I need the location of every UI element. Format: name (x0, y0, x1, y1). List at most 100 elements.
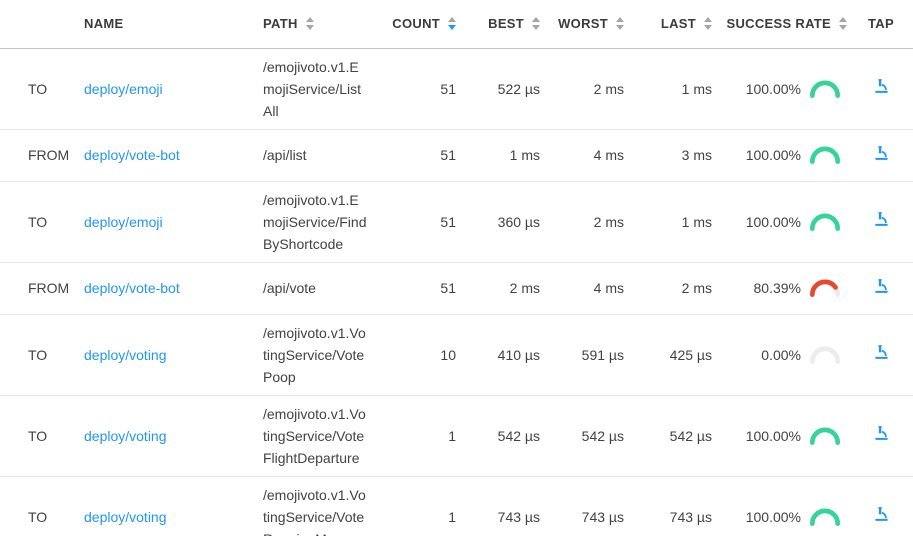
sort-up-icon (448, 17, 456, 23)
sort-icon[interactable] (305, 17, 314, 31)
resource-link[interactable]: deploy/emoji (84, 80, 163, 97)
name-cell: deploy/voting (84, 476, 263, 536)
path-cell: /api/list (263, 129, 378, 182)
success-rate-cell: 80.39% (714, 262, 849, 315)
resource-link[interactable]: deploy/voting (84, 346, 167, 363)
tap-cell (849, 181, 913, 263)
name-cell: deploy/emoji (84, 181, 263, 263)
gauge-arc (809, 213, 841, 231)
sort-icon[interactable] (616, 17, 624, 31)
sort-up-icon (839, 17, 847, 23)
table-body: TO deploy/emoji /emojivoto.v1.EmojiServi… (0, 48, 913, 536)
header-row: NAME PATH COUNT BEST WORST LAST SUCCESS … (0, 0, 913, 49)
column-header-tap: TAP (849, 0, 913, 49)
resource-link[interactable]: deploy/vote-bot (84, 280, 180, 296)
gauge-arc (809, 427, 841, 445)
tap-button[interactable] (871, 76, 892, 97)
path-cell: /emojivoto.v1.EmojiService/ListAll (263, 48, 378, 130)
resource-link[interactable]: deploy/vote-bot (84, 147, 180, 163)
direction-cell: FROM (0, 129, 84, 182)
tap-microscope-icon (874, 278, 888, 293)
last-cell: 542 µs (626, 395, 714, 477)
success-rate-value: 0.00% (761, 346, 801, 363)
sort-up-icon (616, 17, 624, 23)
resource-link[interactable]: deploy/voting (84, 427, 167, 444)
last-cell: 1 ms (626, 48, 714, 130)
tap-microscope-icon (874, 345, 888, 359)
sort-up-icon (305, 17, 314, 23)
table-row: TO deploy/voting /emojivoto.v1.VotingSer… (0, 395, 913, 477)
column-header-worst[interactable]: WORST (542, 0, 626, 49)
sort-icon[interactable] (839, 17, 847, 31)
direction-cell: TO (0, 476, 84, 536)
direction-cell: TO (0, 395, 84, 477)
success-rate-cell: 100.00% (714, 395, 849, 477)
direction-cell: TO (0, 314, 84, 396)
best-cell: 743 µs (458, 476, 542, 536)
sort-up-icon (704, 17, 712, 23)
best-cell: 360 µs (458, 181, 542, 263)
tap-microscope-icon (874, 145, 888, 160)
column-label-worst: WORST (558, 16, 608, 32)
success-rate-value: 100.00% (745, 147, 801, 163)
tap-microscope-icon (874, 212, 888, 226)
column-header-last[interactable]: LAST (626, 0, 714, 49)
resource-link[interactable]: deploy/emoji (84, 213, 163, 230)
worst-cell: 2 ms (542, 181, 626, 263)
tap-cell (849, 129, 913, 182)
success-rate-cell: 100.00% (714, 476, 849, 536)
name-cell: deploy/voting (84, 314, 263, 396)
column-header-path[interactable]: PATH (263, 0, 378, 49)
success-rate-value: 100.00% (745, 80, 801, 97)
tap-cell (849, 476, 913, 536)
sort-down-icon (616, 25, 624, 31)
table-row: TO deploy/voting /emojivoto.v1.VotingSer… (0, 314, 913, 396)
gauge-track (809, 346, 841, 364)
tap-microscope-icon (874, 79, 888, 93)
success-rate-gauge (809, 279, 841, 297)
direction-cell: TO (0, 181, 84, 263)
success-rate-value: 100.00% (745, 508, 801, 525)
path-cell: /emojivoto.v1.EmojiService/FindByShortco… (263, 181, 378, 263)
best-cell: 2 ms (458, 262, 542, 315)
gauge-arc (809, 80, 841, 98)
sort-icon[interactable] (448, 17, 456, 31)
worst-cell: 542 µs (542, 395, 626, 477)
resource-link[interactable]: deploy/voting (84, 508, 167, 525)
success-rate-value: 80.39% (753, 280, 801, 296)
worst-cell: 591 µs (542, 314, 626, 396)
column-label-last: LAST (660, 16, 696, 32)
success-rate-gauge (809, 508, 841, 526)
last-cell: 2 ms (626, 262, 714, 315)
sort-down-icon (305, 25, 314, 31)
sort-icon[interactable] (532, 17, 540, 31)
tap-button[interactable] (871, 276, 892, 297)
column-header-best[interactable]: BEST (458, 0, 542, 49)
success-rate-gauge (809, 80, 841, 98)
gauge-arc (809, 508, 841, 526)
column-header-count[interactable]: COUNT (378, 0, 458, 49)
tap-button[interactable] (871, 342, 892, 363)
success-rate-value: 100.00% (745, 213, 801, 230)
column-header-name: NAME (84, 0, 263, 49)
tap-button[interactable] (871, 143, 892, 164)
sort-icon[interactable] (704, 17, 712, 31)
column-label-count: COUNT (392, 16, 440, 32)
column-label-best: BEST (488, 16, 524, 32)
tap-cell (849, 395, 913, 477)
success-rate-gauge (809, 427, 841, 445)
success-rate-cell: 100.00% (714, 181, 849, 263)
count-cell: 51 (378, 129, 458, 182)
column-label-tap: TAP (868, 16, 894, 32)
path-cell: /api/vote (263, 262, 378, 315)
best-cell: 410 µs (458, 314, 542, 396)
tap-button[interactable] (871, 423, 892, 444)
column-header-success-rate[interactable]: SUCCESS RATE (714, 0, 849, 49)
table-row: TO deploy/emoji /emojivoto.v1.EmojiServi… (0, 181, 913, 263)
success-rate-value: 100.00% (745, 427, 801, 444)
tap-button[interactable] (871, 209, 892, 230)
tap-button[interactable] (871, 504, 892, 525)
direction-cell: FROM (0, 262, 84, 315)
name-cell: deploy/emoji (84, 48, 263, 130)
